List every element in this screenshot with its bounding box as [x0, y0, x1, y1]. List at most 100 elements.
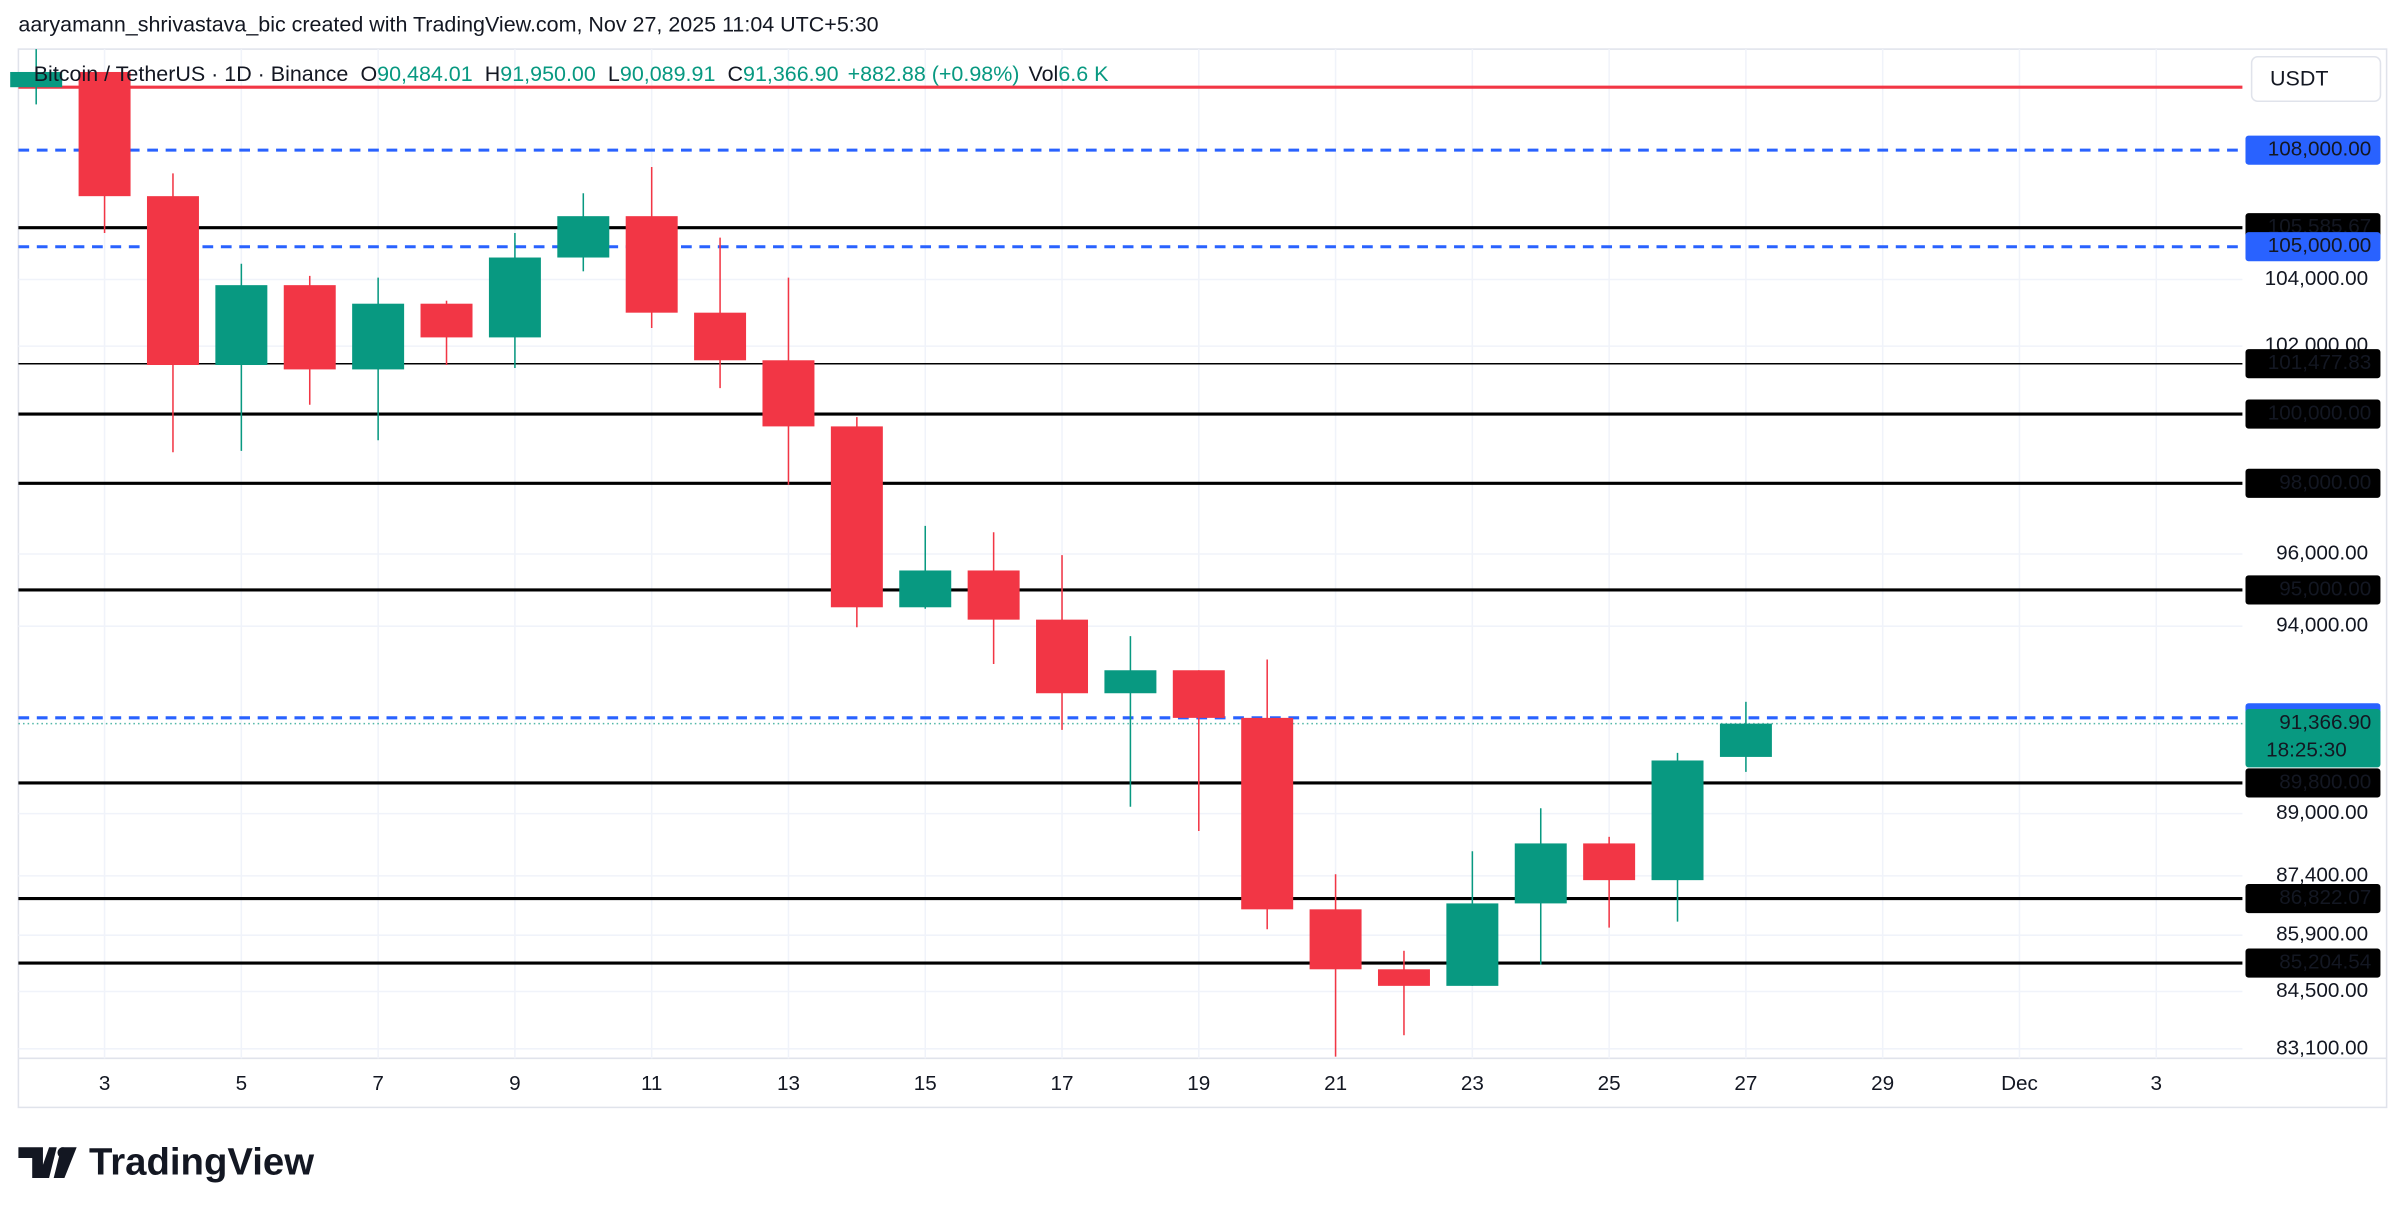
candle-body	[78, 71, 131, 197]
price-level-tag	[2245, 575, 2381, 605]
price-level-label: 95,000.00	[2279, 577, 2371, 600]
logo-text: TradingView	[89, 1140, 314, 1183]
candle-body	[146, 196, 199, 366]
candle-body	[830, 426, 883, 608]
price-level-tag	[2245, 349, 2381, 379]
y-tick-label: 87,400.00	[2276, 863, 2368, 886]
x-tick-label: 7	[372, 1072, 384, 1095]
candle-body	[1719, 723, 1772, 757]
price-level-tag	[2245, 232, 2381, 262]
legend-change: +882.88 (+0.98%)	[848, 62, 1020, 86]
candle-body	[488, 257, 541, 338]
candle-body	[1651, 760, 1704, 881]
grid	[18, 49, 2243, 1059]
x-tick-label: Dec	[2001, 1072, 2038, 1095]
x-tick-label: 27	[1734, 1072, 1757, 1095]
attribution: aaryamann_shrivastava_bic created with T…	[18, 13, 878, 37]
legend-value: 90,089.91	[620, 62, 716, 86]
legend-value: 91,366.90	[743, 62, 839, 86]
candle-body	[1309, 909, 1362, 970]
price-level-tag	[2245, 468, 2381, 498]
price-level-tag	[2245, 948, 2381, 978]
levels	[18, 85, 2243, 965]
x-tick-label: 17	[1051, 1072, 1074, 1095]
chart-frame	[17, 48, 2388, 1109]
price-level-label: 100,000.00	[2268, 402, 2372, 425]
legend-value: 91,950.00	[500, 62, 596, 86]
candle-body	[1036, 619, 1089, 694]
axes: 3 5 7 9 11 13 15 17 19 21 23 25 27 29 Dec 3 104,000.00 10…	[99, 135, 2381, 1095]
candle-body	[283, 285, 336, 370]
candle-body	[352, 303, 405, 370]
price-level-tag	[2245, 884, 2381, 914]
candle-body	[1104, 670, 1157, 694]
legend-value: 90,484.01	[377, 62, 473, 86]
last-price-label: 91,366.90	[2279, 711, 2371, 734]
candle-body	[625, 216, 678, 313]
candle-body	[557, 216, 610, 258]
logo-icon	[53, 1147, 77, 1178]
candle-body	[1172, 670, 1225, 718]
legend-key: H	[485, 62, 501, 86]
price-level-label: 89,800.00	[2279, 770, 2371, 793]
price-level-label: 108,000.00	[2268, 138, 2372, 161]
y-tick-label: 89,000.00	[2276, 801, 2368, 824]
legend-key: O	[360, 62, 377, 86]
legend-key: Vol	[1028, 62, 1058, 86]
x-tick-label: 29	[1871, 1072, 1894, 1095]
price-level-tag	[2245, 135, 2381, 165]
y-tick-label: 84,500.00	[2276, 979, 2368, 1002]
candles	[10, 49, 1772, 1057]
legend-symbol: Bitcoin / TetherUS · 1D · Binance	[34, 62, 349, 86]
x-tick-label: 21	[1324, 1072, 1347, 1095]
x-tick-label: 25	[1598, 1072, 1621, 1095]
price-level-label: 101,477.83	[2268, 351, 2372, 374]
candle-body	[967, 570, 1020, 620]
logo-icon	[18, 1147, 57, 1178]
candle-body	[420, 303, 473, 338]
last-price-tag	[2245, 709, 2381, 768]
price-level-label: 85,204.54	[2279, 951, 2371, 974]
legend: Bitcoin / TetherUS · 1D · Binance O90,48…	[34, 62, 1109, 86]
currency-label[interactable]: USDT	[2270, 66, 2328, 90]
x-tick-label: 13	[777, 1072, 800, 1095]
countdown: 18:25:30	[2266, 739, 2347, 762]
candle-body	[215, 285, 268, 366]
logo: TradingView	[18, 1140, 314, 1183]
legend-value: 6.6 K	[1058, 62, 1109, 86]
legend-key: C	[728, 62, 744, 86]
x-tick-label: 15	[914, 1072, 937, 1095]
candle-body	[762, 360, 815, 427]
x-tick-label: 3	[2150, 1072, 2162, 1095]
candle-body	[694, 312, 747, 361]
candle-body	[1241, 717, 1294, 910]
candle-body	[1446, 903, 1499, 986]
price-level-tag	[2245, 399, 2381, 429]
x-tick-label: 11	[641, 1072, 662, 1095]
y-tick-label: 85,900.00	[2276, 923, 2368, 946]
y-tick-label: 104,000.00	[2265, 267, 2369, 290]
candle-body	[10, 71, 63, 88]
price-level-label: 105,000.00	[2268, 234, 2372, 257]
y-tick-label: 96,000.00	[2276, 541, 2368, 564]
candle-body	[1514, 843, 1567, 904]
x-tick-label: 9	[509, 1072, 521, 1095]
x-tick-label: 3	[99, 1072, 111, 1095]
price-level-label: 98,000.00	[2279, 471, 2371, 494]
currency-button[interactable]: USDT	[2250, 55, 2382, 103]
candle-body	[1583, 843, 1636, 881]
y-tick-label: 83,100.00	[2276, 1036, 2368, 1059]
price-level-label: 86,822.07	[2279, 886, 2371, 909]
legend-key: L	[608, 62, 620, 86]
price-level-tag	[2245, 768, 2381, 798]
candle-body	[1377, 969, 1430, 986]
currency-button-box[interactable]	[2250, 55, 2382, 103]
x-tick-label: 5	[236, 1072, 248, 1095]
candle-body	[899, 570, 952, 608]
x-tick-label: 19	[1187, 1072, 1210, 1095]
y-tick-label: 94,000.00	[2276, 614, 2368, 637]
x-tick-label: 23	[1461, 1072, 1484, 1095]
